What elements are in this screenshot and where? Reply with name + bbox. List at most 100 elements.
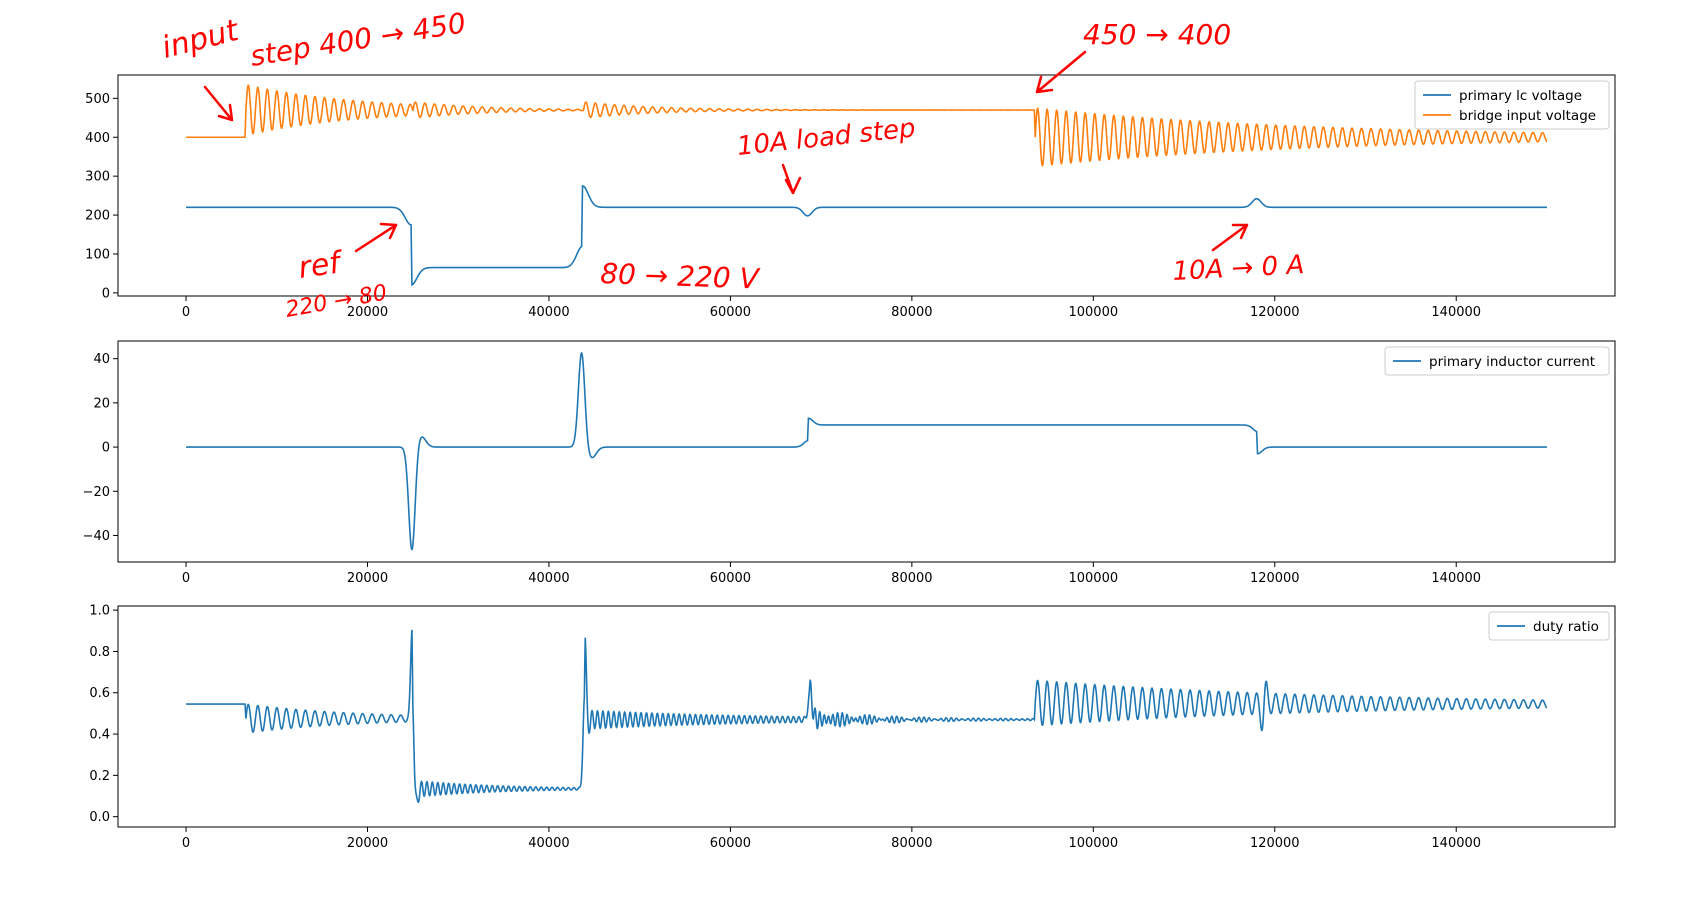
x-tick-label: 100000 [1068,836,1118,851]
x-tick-label: 100000 [1068,305,1118,320]
subplot-3: 0 20000 40000 60000 80000 100000 120000 140000 0… [89,604,1616,851]
y-tick-label: 20 [93,396,110,411]
x-tick-label: 40000 [528,305,569,320]
x-tick: 100000 [1068,562,1118,586]
legend-box [1488,611,1610,641]
x-tick: 80000 [891,827,933,851]
y-tick: 0 [102,441,118,456]
subplot-2: 0 20000 40000 60000 80000 100000 120000 140000 −… [83,340,1616,586]
y-tick: 500 [85,92,118,107]
legend-box [1384,346,1610,376]
y-tick: 0.6 [89,686,118,701]
y-tick: −40 [83,529,118,544]
x-tick: 20000 [347,562,388,586]
x-tick: 40000 [528,296,570,320]
x-tick-label: 0 [182,305,190,320]
legend: duty ratio [1488,611,1610,641]
arrow-ref [354,222,398,253]
y-tick: 100 [85,247,118,262]
x-tick-label: 60000 [710,836,751,851]
y-tick: 1.0 [89,604,118,619]
x-tick-label: 40000 [528,571,569,586]
legend-label: primary lc voltage [1459,88,1582,104]
y-tick: 0.0 [89,810,118,825]
x-tick: 100000 [1068,296,1118,320]
annotation-load-off: 10A → 0 A [1172,250,1305,287]
legend-label: duty ratio [1533,619,1599,635]
y-tick-label: 1.0 [89,604,110,619]
x-tick-label: 60000 [710,571,751,586]
x-tick: 140000 [1431,562,1481,586]
y-tick: 0 [102,286,118,301]
x-tick-label: 120000 [1250,305,1300,320]
y-tick-label: −40 [83,529,110,544]
x-tick-label: 140000 [1431,305,1481,320]
x-tick-label: 140000 [1431,571,1481,586]
x-tick-label: 20000 [347,305,388,320]
x-tick-label: 0 [182,836,190,851]
y-tick-label: 0.2 [89,769,110,784]
series-line-bridge-input-voltage [186,84,1548,167]
y-tick: 0.4 [89,728,118,743]
y-tick-label: 0.4 [89,728,110,743]
x-tick-label: 120000 [1250,836,1300,851]
y-tick: 40 [93,352,118,367]
y-tick-label: 0.0 [89,810,110,825]
x-tick: 60000 [710,296,751,320]
x-tick-label: 40000 [528,836,569,851]
x-tick-label: 80000 [891,836,932,851]
x-tick: 80000 [891,296,933,320]
y-tick-label: 0.6 [89,686,110,701]
subplot-frame [117,74,1616,297]
legend-box [1414,80,1610,130]
series-line-duty-ratio [186,629,1548,804]
x-tick: 80000 [891,562,933,586]
y-tick-label: 400 [85,131,110,146]
y-tick-label: 0 [102,286,110,301]
y-tick-label: 40 [93,352,110,367]
x-tick-label: 80000 [891,305,932,320]
annotation-80-to-220: 80 → 220 V [600,257,761,296]
subplot-frame [117,605,1616,828]
x-tick: 0 [182,296,190,320]
series-line-primary-inductor-current [186,351,1547,551]
y-tick: −20 [83,485,118,500]
x-tick: 120000 [1250,562,1300,586]
y-tick: 300 [85,170,118,185]
y-tick-label: 300 [85,170,110,185]
legend: primary inductor current [1384,346,1610,376]
x-tick: 60000 [710,827,751,851]
x-tick-label: 20000 [347,571,388,586]
x-tick-label: 20000 [347,836,388,851]
x-tick: 0 [182,562,190,586]
arrow-load-off [1211,223,1249,252]
legend: primary lc voltage bridge input voltage [1414,80,1610,130]
y-tick-label: 0.8 [89,645,110,660]
y-tick: 0.2 [89,769,118,784]
y-tick-label: 0 [102,441,110,456]
legend-label: bridge input voltage [1459,108,1596,124]
y-tick: 20 [93,396,118,411]
arrow-input-step [203,85,234,122]
subplot-frame [117,340,1616,563]
x-tick: 20000 [347,827,388,851]
x-tick-label: 100000 [1068,571,1118,586]
x-tick-label: 60000 [710,305,751,320]
legend-label: primary inductor current [1429,354,1595,370]
x-tick: 40000 [528,562,570,586]
x-tick: 120000 [1250,827,1300,851]
subplot-1: 0 20000 40000 60000 80000 100000 120000 140000 0… [85,74,1616,320]
x-tick: 120000 [1250,296,1300,320]
arrow-load-step [781,163,802,195]
x-tick: 60000 [710,562,751,586]
y-tick-label: 100 [85,247,110,262]
x-tick: 0 [182,827,190,851]
y-tick-label: 500 [85,92,110,107]
x-tick-label: 80000 [891,571,932,586]
x-tick: 100000 [1068,827,1118,851]
y-tick-label: −20 [83,485,110,500]
annotation-450-to-400: 450 → 400 [1083,18,1231,51]
series-line-primary-lc-voltage [186,185,1547,287]
